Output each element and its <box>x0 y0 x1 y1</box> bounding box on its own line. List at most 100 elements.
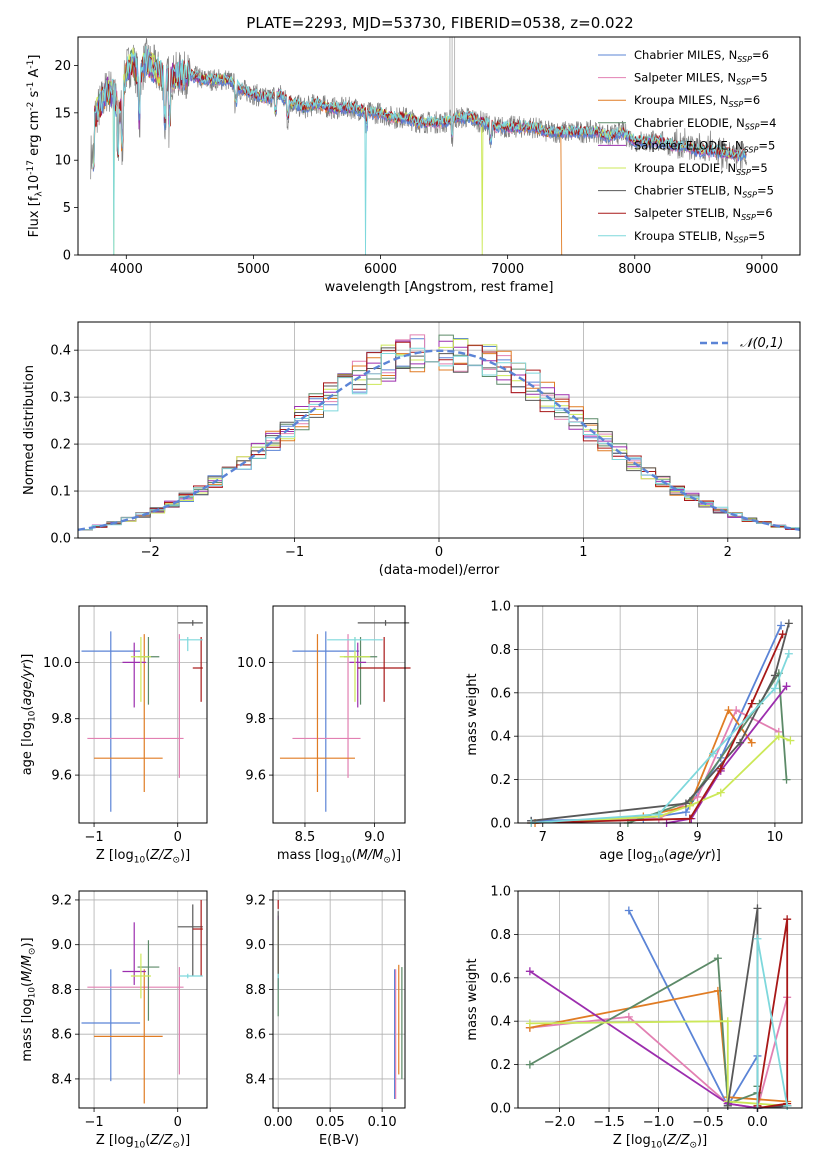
y-tick-label: 9.0 <box>245 938 266 953</box>
x-tick-label: −2 <box>141 545 160 560</box>
axes-age-vs-mass: 8.5 9.0 9.6 9.8 10.0 mass [log10​(M/M⊙​)] <box>237 605 411 865</box>
x-tick-label: −1 <box>84 830 103 845</box>
x-tick-label: −1.0 <box>643 1115 675 1130</box>
x-axis-label: wavelength [Angstrom, rest frame] <box>325 280 554 295</box>
x-tick-label: −1 <box>285 545 304 560</box>
y-tick-label: 1.0 <box>490 600 511 615</box>
legend-label: Salpeter ELODIE, NSSP​=5 <box>634 138 775 154</box>
y-tick-label: 0.8 <box>490 928 511 943</box>
legend-label: Salpeter MILES, NSSP​=5 <box>634 71 768 87</box>
weight-marker <box>778 630 787 639</box>
x-axis-label: Z [log10​(Z/Z⊙​)] <box>96 1133 190 1150</box>
weight-marker <box>784 649 793 658</box>
weight-marker <box>685 814 694 823</box>
x-tick-label: 1 <box>579 545 587 560</box>
plot-area <box>90 37 747 255</box>
y-tick-label: 20 <box>54 59 71 74</box>
y-tick-label: 8.8 <box>245 983 266 998</box>
x-tick-label: 8 <box>616 830 624 845</box>
error-bar-point <box>357 620 410 626</box>
axes-frame <box>272 890 406 1109</box>
y-tick-label: 10 <box>54 154 71 169</box>
x-tick-label: −2.0 <box>544 1115 576 1130</box>
y-tick-label: 9.6 <box>51 769 72 784</box>
weight-marker <box>723 1017 732 1026</box>
error-bar-point <box>279 634 355 792</box>
y-tick-label: 10.0 <box>237 656 266 671</box>
axes-frame <box>78 890 208 1109</box>
x-tick-label: 0 <box>174 830 182 845</box>
axes-age-vs-Z: −1 0 9.6 9.8 10.0 Z [log10​(Z/Z⊙​)] age [log10… <box>20 605 208 865</box>
x-tick-label: 0.00 <box>264 1115 293 1130</box>
weight-marker <box>624 1012 633 1021</box>
weight-marker <box>774 732 783 741</box>
y-axis-label: Flux [fλ​10-17​ erg cm-2​ s-1​ A-1​] <box>26 55 44 238</box>
y-axis-label: mass [log10​(M/M⊙​)] <box>20 937 37 1061</box>
weight-marker <box>624 906 633 915</box>
spectrum-model-9 <box>92 45 747 255</box>
legend-label: 𝒩(0,1) <box>740 336 783 351</box>
y-tick-label: 15 <box>54 106 71 121</box>
error-bar-point <box>122 642 146 708</box>
x-tick-label: −1.5 <box>593 1115 625 1130</box>
figure-layer: 4000 5000 6000 7000 8000 900005101520waveleng… <box>20 36 803 1150</box>
legend: 𝒩(0,1) <box>700 336 783 351</box>
error-bar-point <box>327 637 383 652</box>
y-tick-label: 0.1 <box>50 485 71 500</box>
plot-area <box>527 619 795 827</box>
weight-marker <box>709 749 718 758</box>
legend: Chabrier MILES, NSSP​=6 Salpeter MILES, N… <box>598 48 776 245</box>
weight-marker <box>753 904 762 913</box>
x-tick-label: 0 <box>435 545 443 560</box>
y-tick-label: 0.6 <box>490 686 511 701</box>
y-tick-label: 0.4 <box>50 344 71 359</box>
x-tick-label: 8.5 <box>295 830 316 845</box>
y-tick-label: 0.6 <box>490 971 511 986</box>
legend-label: Chabrier MILES, NSSP​=6 <box>634 48 769 64</box>
y-tick-label: 9.8 <box>245 712 266 727</box>
histogram-step-9 <box>78 347 800 531</box>
x-tick-label: 7 <box>539 830 547 845</box>
weight-marker <box>747 738 756 747</box>
x-axis-label: (data-model)/error <box>379 563 500 578</box>
weight-marker <box>716 764 725 773</box>
weight-marker <box>777 621 786 630</box>
x-tick-label: 9000 <box>745 262 778 277</box>
y-tick-label: 8.4 <box>51 1072 72 1087</box>
y-axis-label: Normed distribution <box>22 365 37 495</box>
weight-line-5 <box>666 685 788 824</box>
error-bar-point <box>292 634 361 778</box>
weight-line-7 <box>531 623 790 822</box>
weight-marker <box>693 792 702 801</box>
weight-marker <box>681 808 690 817</box>
x-axis-label: Z [log10​(Z/Z⊙​)] <box>96 848 190 865</box>
weight-marker <box>782 775 791 784</box>
error-bar-point <box>87 967 184 1075</box>
error-bar-point <box>177 904 203 977</box>
weight-marker <box>783 915 792 924</box>
error-bar-point <box>81 969 141 1082</box>
y-tick-label: 8.6 <box>51 1028 72 1043</box>
plot-area <box>525 904 792 1112</box>
weight-marker <box>770 671 779 680</box>
y-tick-label: 0.2 <box>490 1058 511 1073</box>
y-tick-label: 8.6 <box>245 1028 266 1043</box>
weight-line-4 <box>627 670 788 824</box>
legend-label: Chabrier ELODIE, NSSP​=4 <box>634 116 776 132</box>
y-tick-label: 0 <box>63 249 71 264</box>
axes-residuals: −2 −1 0 1 2 0.0 0.1 0.2 0.3 0.4 (data-model)/error… <box>22 321 801 578</box>
weight-line-1 <box>531 625 782 822</box>
y-axis-label: age [log10​(age/yr)] <box>20 654 37 776</box>
axes-weight-vs-age: 7 8 9 10 0.0 0.2 0.4 0.6 0.8 1.0 age [log10​(age/y… <box>465 600 803 865</box>
axes-frame <box>78 605 208 824</box>
weight-marker <box>747 699 756 708</box>
x-axis-label: E(B-V) <box>319 1133 359 1148</box>
error-bar-point <box>130 637 151 702</box>
error-bar-point <box>130 953 151 999</box>
x-tick-label: 6000 <box>364 262 397 277</box>
plot-area <box>78 334 800 531</box>
y-tick-label: 0.8 <box>490 643 511 658</box>
y-tick-label: 9.6 <box>245 769 266 784</box>
y-tick-label: 9.2 <box>245 893 266 908</box>
